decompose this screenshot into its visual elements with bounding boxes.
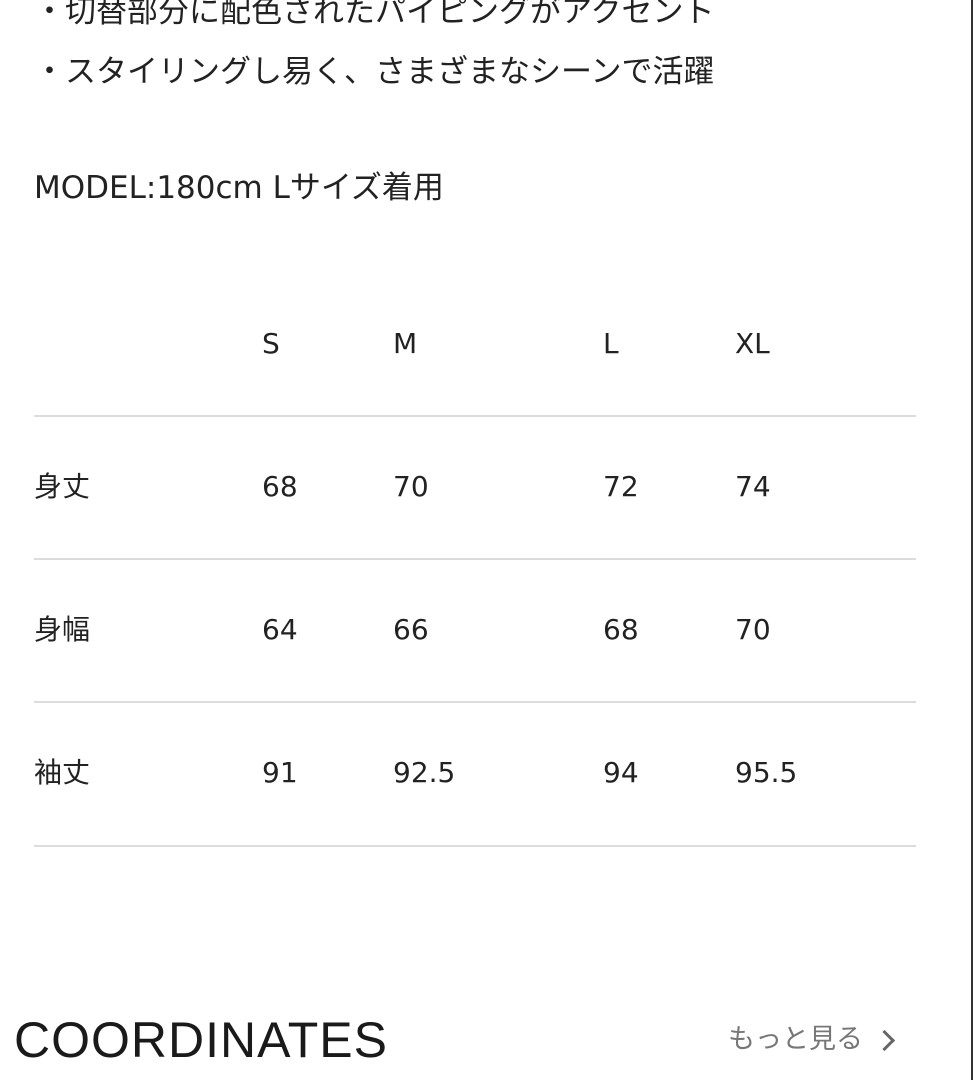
size-header: XL: [735, 327, 770, 360]
size-value: 68: [262, 470, 298, 503]
size-header: L: [603, 327, 619, 360]
table-divider: [34, 845, 916, 847]
feature-bullet: ・切替部分に配色されたパイピングがアクセント: [34, 0, 715, 30]
see-more-link[interactable]: もっと見る: [728, 1022, 896, 1058]
model-info: MODEL:180cm Lサイズ着用: [34, 170, 444, 206]
size-value: 68: [603, 613, 639, 646]
size-header: S: [262, 327, 280, 360]
size-value: 91: [262, 756, 298, 789]
scrollbar-edge: [971, 0, 973, 1080]
table-divider: [34, 415, 916, 417]
size-value: 74: [735, 470, 771, 503]
see-more-label: もっと見る: [728, 1024, 863, 1055]
table-divider: [34, 701, 916, 703]
size-value: 66: [393, 613, 429, 646]
size-value: 72: [603, 470, 639, 503]
size-value: 95.5: [735, 756, 798, 789]
row-label: 袖丈: [34, 756, 91, 789]
feature-bullet: ・スタイリングし易く、さまざまなシーンで活躍: [34, 54, 715, 90]
size-value: 64: [262, 613, 298, 646]
size-value: 70: [393, 470, 429, 503]
table-divider: [34, 558, 916, 560]
size-header: M: [393, 327, 418, 360]
row-label: 身丈: [34, 470, 91, 503]
coordinates-heading: COORDINATES: [14, 1012, 388, 1068]
size-value: 94: [603, 756, 639, 789]
chevron-right-icon: [873, 1029, 896, 1051]
row-label: 身幅: [34, 613, 91, 646]
size-value: 92.5: [393, 756, 456, 789]
size-value: 70: [735, 613, 771, 646]
